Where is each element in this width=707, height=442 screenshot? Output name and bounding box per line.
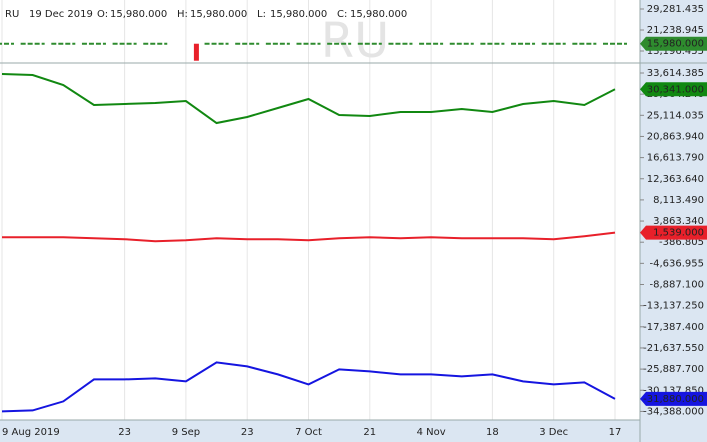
price-label-box	[640, 391, 707, 406]
x-tick-label: 4 Nov	[417, 427, 446, 438]
date: 19 Dec 2019	[29, 9, 93, 20]
y-tick-label: 20,863.940	[647, 131, 704, 142]
y-tick-label: 3,863.340	[653, 216, 704, 227]
price-label: 1,539.000	[653, 228, 704, 239]
field-value: 15,980.000	[270, 9, 327, 20]
axis-background	[640, 0, 707, 442]
axis-background	[0, 420, 640, 442]
price-label: -31,880.000	[643, 394, 704, 405]
line	[2, 231, 616, 243]
x-tick-label: 21	[363, 427, 376, 438]
x-tick-label: 23	[241, 427, 254, 438]
y-tick-label: 8,113.490	[653, 195, 704, 206]
price-label-box	[640, 36, 707, 51]
price-label: 15,980.000	[647, 39, 704, 50]
y-tick-label: -8,887.100	[649, 280, 704, 291]
y-tick-label: 21,238.945	[647, 25, 704, 36]
x-tick-label: 7 Oct	[295, 427, 322, 438]
symbol: RU	[5, 9, 19, 20]
y-tick-label: -25,887.700	[643, 364, 704, 375]
y-tick-label: 13,196.455	[647, 46, 704, 57]
line	[1, 361, 616, 413]
y-tick-label: -13,137.250	[643, 301, 704, 312]
candle	[193, 43, 199, 61]
watermark: RU	[321, 13, 389, 69]
y-tick-label: -17,387.400	[643, 322, 704, 333]
line	[1, 73, 616, 125]
x-tick-label: 3 Dec	[539, 427, 568, 438]
y-tick-label: -386.805	[659, 237, 704, 248]
x-tick-label: 17	[609, 427, 622, 438]
field-value: 15,980.000	[110, 9, 167, 20]
field-value: 15,980.000	[350, 9, 407, 20]
y-tick-label: -34,388.000	[643, 406, 704, 417]
field-key: L:	[257, 9, 266, 20]
x-tick-label: 23	[118, 427, 131, 438]
y-tick-label: 33,614.385	[647, 68, 704, 79]
field-key: O:	[97, 9, 108, 20]
price-label-box	[640, 225, 707, 240]
x-tick-label: 9 Aug 2019	[2, 427, 60, 438]
y-tick-label: 25,114.035	[647, 110, 704, 121]
x-tick-label: 18	[486, 427, 499, 438]
field-key: H:	[177, 9, 188, 20]
price-label: 30,341.000	[647, 84, 704, 95]
y-tick-label: 12,363.640	[647, 174, 704, 185]
y-tick-label: -21,637.550	[643, 343, 704, 354]
field-value: 15,980.000	[190, 9, 247, 20]
price-label-box	[640, 82, 707, 97]
field-key: C:	[337, 9, 347, 20]
y-tick-label: 16,613.790	[647, 153, 704, 164]
y-tick-label: 29,281.435	[647, 4, 704, 15]
x-tick-label: 9 Sep	[172, 427, 200, 438]
y-tick-label: -30,137.850	[643, 385, 704, 396]
y-tick-label: -4,636.955	[649, 258, 704, 269]
